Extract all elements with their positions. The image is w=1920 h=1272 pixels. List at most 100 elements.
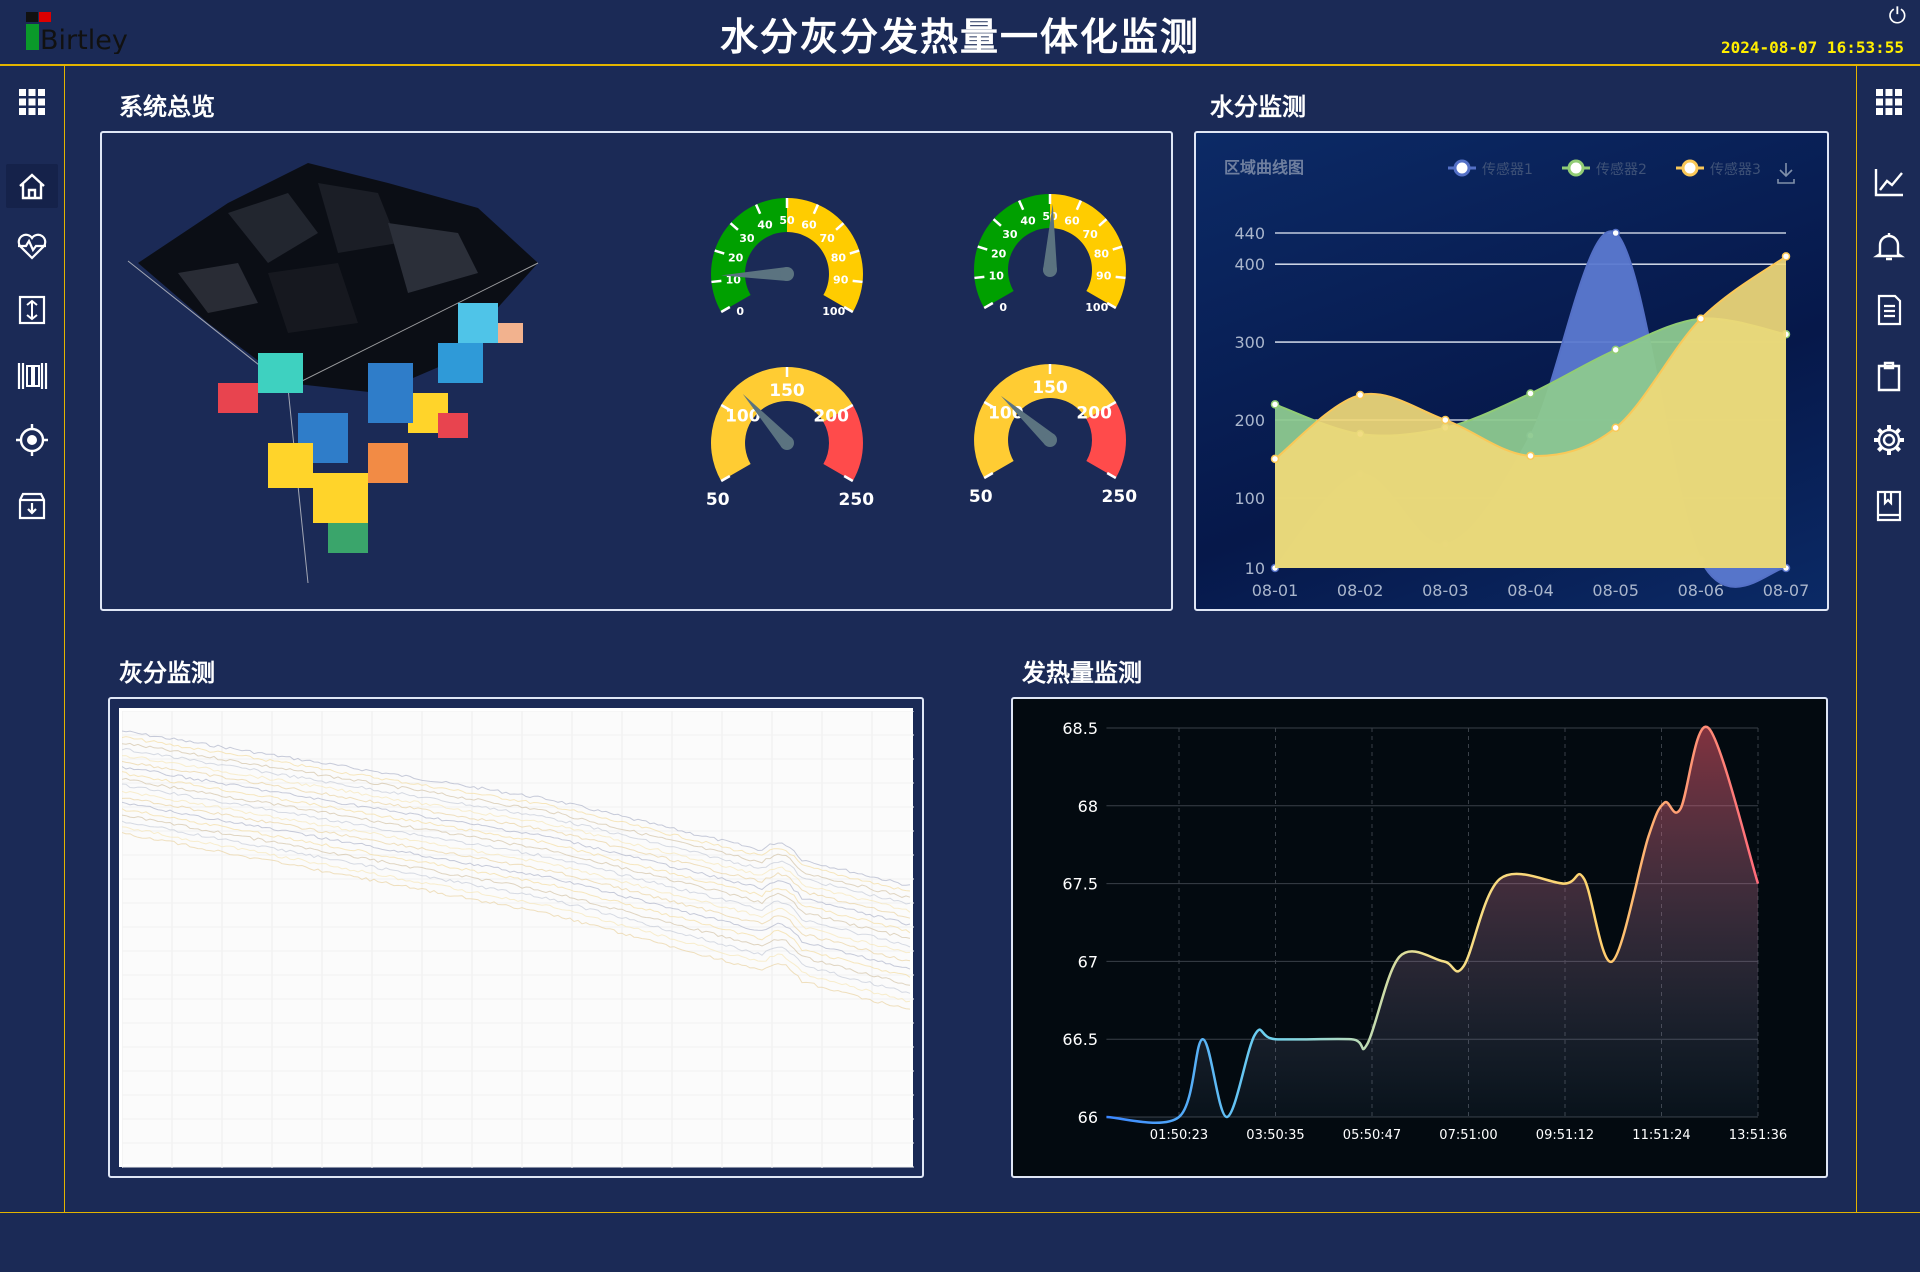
x-tick-label: 08-06 bbox=[1678, 581, 1725, 600]
sidebar-item-trend[interactable] bbox=[1871, 164, 1907, 200]
moisture-panel: 区域曲线图 10 100 200 300 400 440 08-01 08-02 08-03 08-… bbox=[1194, 131, 1829, 611]
data-point bbox=[1441, 415, 1450, 425]
gauge-tick-label: 0 bbox=[999, 301, 1007, 314]
gauge-needle bbox=[742, 393, 793, 448]
x-tick-label: 03:50:35 bbox=[1246, 1128, 1304, 1143]
sidebar-item-manual[interactable] bbox=[1871, 488, 1907, 524]
ash-trace bbox=[121, 730, 911, 886]
legend-item: 传感器1 bbox=[1448, 159, 1533, 178]
chart-title: 区域曲线图 bbox=[1224, 158, 1304, 177]
gauge-tick-label: 90 bbox=[1096, 270, 1112, 283]
power-icon[interactable]: ⏻ bbox=[1888, 4, 1906, 29]
gauge-tick bbox=[1115, 275, 1126, 280]
footer-divider bbox=[0, 1212, 1920, 1213]
ash-trace bbox=[121, 783, 911, 948]
y-tick-label: 200 bbox=[1234, 411, 1265, 430]
gauge-tick bbox=[1106, 471, 1117, 480]
section-title-ash: 灰分监测 bbox=[119, 659, 215, 687]
gauge-tick bbox=[843, 474, 854, 483]
legend-item: 传感器2 bbox=[1562, 159, 1647, 178]
gauge-hub bbox=[1043, 263, 1057, 277]
gauge-hub bbox=[1043, 433, 1057, 447]
ash-trace bbox=[121, 747, 911, 905]
x-tick-label: 11:51:24 bbox=[1632, 1128, 1690, 1143]
gauge-needle bbox=[1043, 204, 1057, 271]
gauge-tick-label: 10 bbox=[989, 270, 1005, 283]
y-tick-label: 440 bbox=[1234, 224, 1265, 243]
gauge-tick bbox=[1017, 200, 1025, 211]
gauge-tick-label: 150 bbox=[769, 381, 805, 401]
x-tick-label: 08-03 bbox=[1422, 581, 1469, 600]
barcode-icon bbox=[17, 363, 48, 389]
gauge-tick bbox=[711, 279, 722, 284]
sidebar-item-target[interactable] bbox=[14, 422, 50, 458]
gauge-tick-label: 50 bbox=[1042, 210, 1058, 223]
sidebar-item-alarm[interactable] bbox=[1871, 228, 1907, 264]
sidebar-item-health[interactable] bbox=[14, 228, 50, 264]
right-sidebar bbox=[1856, 66, 1920, 1212]
gauge-tick-label: 30 bbox=[739, 232, 755, 245]
sidebar-item-sort[interactable] bbox=[14, 292, 50, 328]
ash-trace bbox=[121, 790, 911, 954]
ash-trace bbox=[121, 814, 911, 986]
x-tick-label: 01:50:23 bbox=[1150, 1128, 1208, 1143]
gauge-band bbox=[974, 194, 1050, 308]
left-sidebar bbox=[0, 66, 65, 1212]
gauge-band bbox=[1050, 194, 1126, 308]
gauge-tick-label: 0 bbox=[736, 305, 744, 318]
y-tick-label: 10 bbox=[1245, 559, 1265, 578]
gauge-tick bbox=[852, 279, 863, 284]
gauge-tick bbox=[843, 403, 854, 412]
bell-icon bbox=[1873, 233, 1905, 261]
data-point bbox=[1611, 228, 1620, 238]
gauge-band bbox=[1086, 402, 1126, 478]
gauge-tick-label: 250 bbox=[839, 490, 875, 510]
gauge-tick-label: 100 bbox=[725, 407, 761, 427]
ash-trace bbox=[121, 808, 911, 978]
moisture-area-chart: 区域曲线图 10 100 200 300 400 440 08-01 08-02 08-03 08-… bbox=[1224, 158, 1809, 600]
color-blocks bbox=[218, 303, 523, 553]
sidebar-item-grid[interactable] bbox=[1871, 84, 1907, 120]
gauge-tick-label: 250 bbox=[1102, 487, 1138, 507]
sidebar-item-barcode[interactable] bbox=[14, 358, 50, 394]
sidebar-item-settings[interactable] bbox=[1871, 422, 1907, 458]
clipboard-icon bbox=[1877, 361, 1901, 392]
gauge-tick-label: 40 bbox=[757, 219, 773, 232]
gauge-needle bbox=[1000, 395, 1055, 446]
coal-analyzer-illustration bbox=[127, 163, 539, 584]
legend-label: 传感器2 bbox=[1596, 161, 1647, 178]
x-tick-label: 13:51:36 bbox=[1729, 1128, 1787, 1143]
x-tick-label: 09:51:12 bbox=[1536, 1128, 1594, 1143]
gauge-tick bbox=[729, 222, 739, 231]
sidebar-item-home[interactable] bbox=[6, 164, 58, 208]
data-point bbox=[1270, 400, 1280, 409]
x-tick-label: 08-04 bbox=[1507, 581, 1554, 600]
ash-trace bbox=[121, 820, 911, 994]
data-point bbox=[1611, 345, 1620, 355]
sort-arrows-icon bbox=[18, 295, 46, 325]
sidebar-item-clipboard[interactable] bbox=[1871, 358, 1907, 394]
gauge-needle bbox=[721, 267, 788, 281]
gauge-tick-label: 100 bbox=[822, 305, 845, 318]
gauge-tick-label: 100 bbox=[1085, 301, 1108, 314]
heart-pulse-icon bbox=[17, 233, 47, 260]
gauge-tick bbox=[720, 305, 731, 314]
gauge-tick bbox=[983, 400, 994, 409]
gauge-tick bbox=[720, 403, 731, 412]
gauge-tick-label: 40 bbox=[1020, 215, 1036, 228]
ash-trace bbox=[121, 755, 911, 913]
sidebar-item-archive[interactable] bbox=[14, 488, 50, 524]
data-point bbox=[1781, 252, 1791, 261]
legend-marker bbox=[1567, 159, 1585, 177]
gauge-tick-label: 60 bbox=[1064, 215, 1080, 228]
sidebar-item-grid[interactable] bbox=[14, 84, 50, 120]
gauge-band bbox=[710, 198, 787, 312]
y-tick-label: 100 bbox=[1234, 489, 1265, 508]
download-icon[interactable] bbox=[1777, 163, 1795, 184]
ash-trace bbox=[121, 760, 911, 919]
sidebar-item-report[interactable] bbox=[1871, 292, 1907, 328]
